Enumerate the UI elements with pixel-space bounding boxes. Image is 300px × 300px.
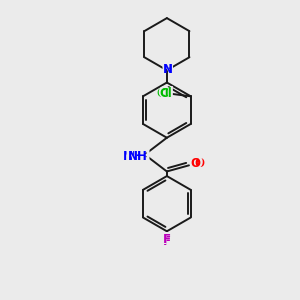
Text: N: N <box>163 63 172 76</box>
Text: NH: NH <box>122 150 142 163</box>
Text: N: N <box>161 62 174 77</box>
Text: NH: NH <box>124 148 152 164</box>
Text: O: O <box>194 157 205 170</box>
Text: NH: NH <box>128 150 148 163</box>
Text: Cl: Cl <box>159 87 172 100</box>
Text: N: N <box>163 63 172 76</box>
Text: O: O <box>189 156 202 171</box>
Text: F: F <box>163 233 171 246</box>
Text: F: F <box>161 232 172 247</box>
Text: Cl: Cl <box>156 87 169 100</box>
Text: O: O <box>191 157 201 170</box>
Text: N: N <box>162 62 173 77</box>
Text: Cl: Cl <box>157 86 174 101</box>
Text: F: F <box>163 235 171 248</box>
Text: N: N <box>163 63 172 76</box>
